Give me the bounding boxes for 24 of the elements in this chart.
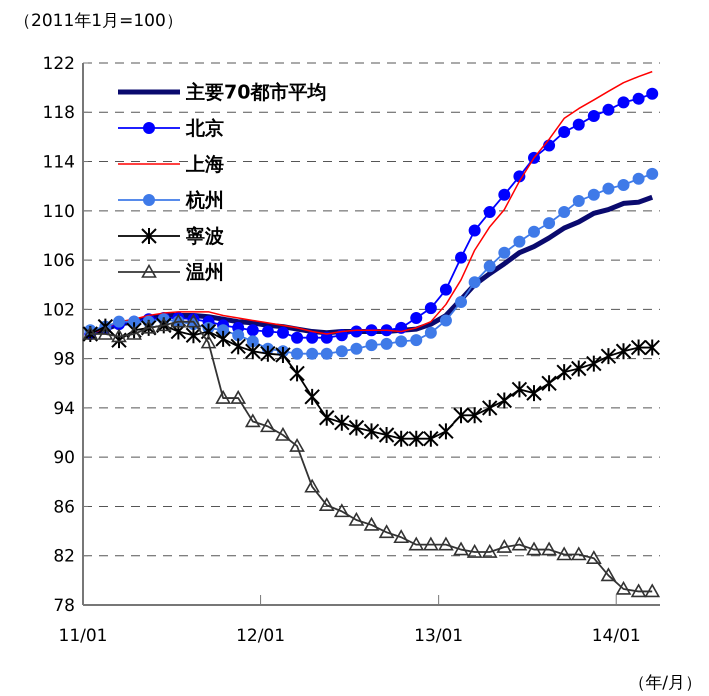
legend-label: 寧波 — [185, 226, 224, 248]
y-tick-label: 86 — [53, 497, 75, 518]
legend-label: 温州 — [185, 262, 224, 284]
legend-label: 北京 — [185, 118, 224, 140]
x-axis-title: （年/月） — [628, 673, 702, 693]
x-tick-label: 11/01 — [58, 626, 108, 646]
y-tick-label: 82 — [53, 546, 75, 567]
legend-label: 杭州 — [185, 190, 224, 212]
y-tick-label: 122 — [42, 54, 75, 74]
y-tick-label: 78 — [53, 596, 75, 616]
x-tick-label: 13/01 — [414, 626, 464, 646]
x-tick-label: 12/01 — [236, 626, 286, 646]
x-tick-label: 14/01 — [592, 626, 641, 646]
legend-label: 主要70都市平均 — [185, 82, 326, 104]
y-tick-label: 110 — [42, 202, 75, 222]
y-tick-label: 94 — [53, 398, 75, 419]
y-tick-label: 118 — [42, 103, 75, 124]
legend-label: 上海 — [185, 154, 224, 176]
y-tick-label: 98 — [53, 350, 75, 370]
y-tick-label: 90 — [53, 448, 75, 468]
y-tick-label: 106 — [42, 251, 75, 272]
y-axis-title: （2011年1月=100） — [14, 11, 183, 31]
y-tick-label: 114 — [42, 152, 75, 172]
y-tick-label: 102 — [42, 300, 75, 320]
